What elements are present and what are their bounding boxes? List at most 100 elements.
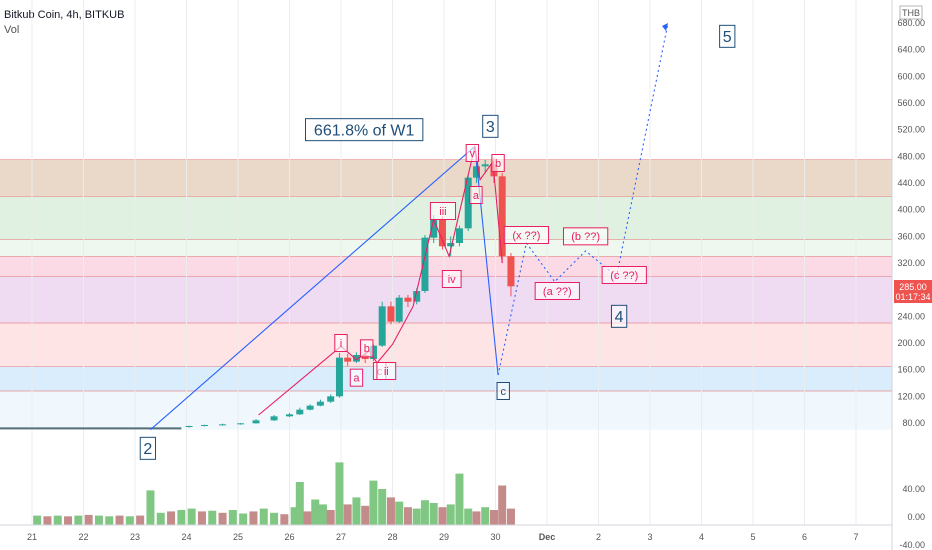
wave-label-10: i xyxy=(340,338,342,350)
price-tick: 360.00 xyxy=(897,231,925,241)
axis-badges: THB 285.00 01:17:34 xyxy=(894,5,932,303)
volume-bar xyxy=(438,507,447,525)
wave-label-4: 5 xyxy=(723,29,732,46)
volume-bar xyxy=(280,514,289,525)
volume-bar xyxy=(249,511,258,525)
volume-bar xyxy=(239,513,248,525)
volume-bar xyxy=(446,504,455,525)
price-tick: 400.00 xyxy=(897,205,925,215)
volume-bar xyxy=(208,510,217,525)
wave-label-15: c xyxy=(500,386,506,398)
fib-band-5 xyxy=(0,323,892,367)
price-tick: 480.00 xyxy=(897,151,925,161)
volume-bar xyxy=(318,504,327,525)
wave-label-6: b xyxy=(495,158,501,170)
wave-label-box xyxy=(360,339,374,358)
wave-label-9: iv xyxy=(448,274,456,286)
candle-up xyxy=(464,177,472,229)
time-tick: 24 xyxy=(181,532,191,542)
wave-label-11: a xyxy=(353,373,360,385)
wave-label-8: iii xyxy=(439,206,446,218)
volume-bar xyxy=(84,514,93,525)
candle-up xyxy=(185,426,193,427)
candles xyxy=(0,157,515,430)
time-tick: 29 xyxy=(439,532,449,542)
wave-label-box xyxy=(534,282,580,300)
volume-bar xyxy=(335,462,344,525)
currency-badge-box[interactable] xyxy=(899,5,923,20)
price-badge-box xyxy=(894,280,932,303)
time-tick: 3 xyxy=(647,532,652,542)
wave-label-7: a xyxy=(473,190,480,202)
price-tick: 80.00 xyxy=(902,418,925,428)
time-tick: 27 xyxy=(336,532,346,542)
price-tick: 120.00 xyxy=(897,391,925,401)
volume-bar xyxy=(489,510,498,525)
wave-label-1: 3 xyxy=(486,119,495,136)
candle-up xyxy=(219,424,227,426)
candle-up xyxy=(369,345,377,359)
candle-up xyxy=(286,414,293,417)
volume-bar xyxy=(386,497,395,525)
volume-bar xyxy=(94,515,103,525)
candle-up xyxy=(352,355,360,362)
time-axis[interactable]: 21 22 23 24 25 26 27 28 29 30 Dec 2 3 4 5 6 7 xyxy=(0,524,892,542)
candle-down xyxy=(438,219,446,247)
candle-up xyxy=(327,396,335,402)
volume-bar xyxy=(270,512,279,525)
fib-band-7 xyxy=(0,391,892,430)
wave-label-17: (b ??) xyxy=(571,231,600,243)
volume-bar xyxy=(125,516,134,525)
volume-bar xyxy=(33,515,42,525)
wave-label-box xyxy=(139,436,157,460)
candle-up xyxy=(413,291,421,302)
volume-bar xyxy=(369,480,378,525)
volume-bars xyxy=(33,462,515,525)
volume-bar xyxy=(187,508,196,525)
candle-up xyxy=(395,297,403,322)
wave-label-box xyxy=(562,227,609,246)
wave-label-3: 4 xyxy=(615,309,624,326)
wave-label-box xyxy=(482,114,499,138)
volume-bar xyxy=(481,507,490,525)
volume-bar xyxy=(343,504,352,525)
candle-up xyxy=(430,219,438,238)
volume-bar xyxy=(311,499,320,525)
price-axis[interactable]: 80.00 120.00 160.00 200.00 240.00 320.00 360.0… xyxy=(897,18,925,550)
wave-label-box xyxy=(465,144,480,162)
price-tick: 600.00 xyxy=(897,71,925,81)
volume-bar xyxy=(218,512,227,525)
volume-bar xyxy=(326,510,335,525)
candle-up xyxy=(270,416,278,421)
volume-tick: -40.00 xyxy=(899,540,925,550)
time-tick: 22 xyxy=(78,532,88,542)
time-tick: 2 xyxy=(596,532,601,542)
wave-label-box xyxy=(376,362,397,380)
volume-bar xyxy=(472,511,481,525)
volume-bar xyxy=(197,511,206,525)
fib-band-6 xyxy=(0,366,892,391)
volume-indicator-label: Vol xyxy=(4,24,20,36)
volume-bar xyxy=(53,515,62,525)
currency-badge[interactable]: THB xyxy=(902,8,920,18)
candle-up xyxy=(481,164,489,167)
wave-label-box xyxy=(719,24,736,48)
fib-bands xyxy=(0,159,892,430)
volume-bar xyxy=(105,516,114,525)
volume-bar xyxy=(167,511,176,525)
wave-arrowhead xyxy=(662,23,669,31)
volume-bar xyxy=(506,508,515,525)
wave-label-box xyxy=(491,154,505,172)
price-countdown: 01:17:34 xyxy=(895,292,930,302)
wave-label-box xyxy=(503,226,550,244)
price-tick: 640.00 xyxy=(897,45,925,55)
candle-down xyxy=(387,306,395,322)
volume-bar xyxy=(464,508,473,525)
volume-bar xyxy=(146,490,155,525)
price-tick: 200.00 xyxy=(897,338,925,348)
time-tick: 26 xyxy=(284,532,294,542)
time-tick: 25 xyxy=(233,532,243,542)
price-tick: 680.00 xyxy=(897,18,925,28)
volume-bar xyxy=(43,516,52,525)
